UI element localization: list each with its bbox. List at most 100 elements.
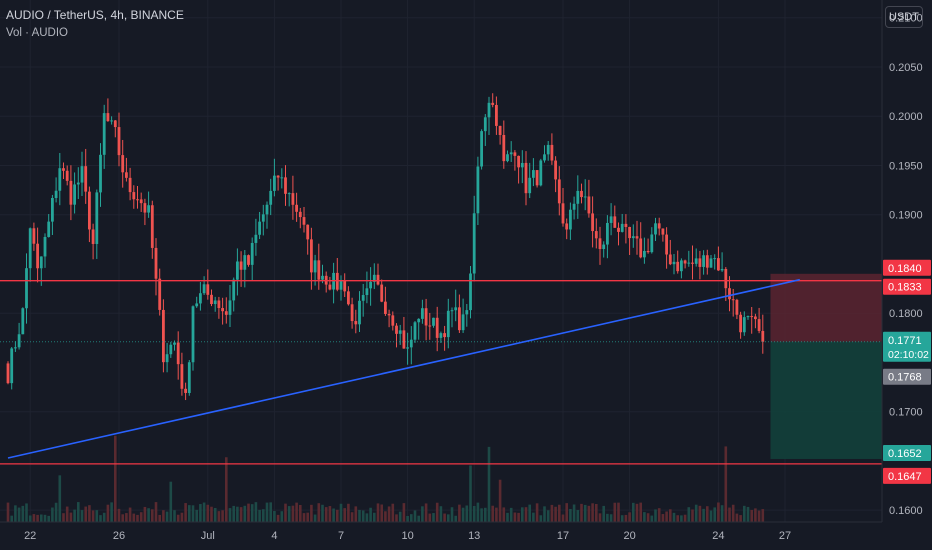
candle-body <box>424 308 428 326</box>
volume-bar <box>302 513 306 522</box>
candle-body <box>709 258 713 268</box>
volume-bar <box>665 511 668 522</box>
volume-bar <box>84 506 87 522</box>
volume-bar <box>458 504 461 522</box>
volume-bar <box>435 502 439 522</box>
volume-bar <box>354 506 358 522</box>
candle-body <box>80 166 84 183</box>
volume-bar <box>676 515 679 522</box>
volume-bar <box>280 511 284 522</box>
volume-bar <box>561 514 565 522</box>
volume-bar <box>524 507 528 522</box>
volume-bar <box>406 515 409 522</box>
candle-body <box>258 221 261 235</box>
volume-bar <box>395 514 398 522</box>
volume-bar <box>387 506 391 522</box>
volume-bar <box>373 512 376 522</box>
candle-body <box>624 223 628 227</box>
volume-bar <box>132 513 136 522</box>
candle-body <box>158 278 162 310</box>
candle-body <box>661 228 665 235</box>
volume-bar <box>550 504 554 522</box>
volume-bar <box>191 505 195 522</box>
candle-body <box>391 315 395 326</box>
volume-bar <box>151 509 154 522</box>
candle-body <box>95 192 99 244</box>
volume-bar <box>158 514 161 522</box>
candle-body <box>169 344 173 355</box>
candle-body <box>458 307 461 331</box>
volume-bar <box>306 512 309 522</box>
candle-body <box>387 313 391 316</box>
volume-bar <box>180 512 184 522</box>
candle-body <box>731 299 735 301</box>
candle-body <box>162 309 165 363</box>
volume-bar <box>539 515 543 522</box>
candle-body <box>694 258 698 264</box>
volume-bar <box>461 507 465 522</box>
candle-body <box>350 304 354 322</box>
candle-body <box>565 223 569 230</box>
candle-body <box>354 321 358 325</box>
volume-bar <box>10 515 13 522</box>
volume-bar <box>417 515 420 522</box>
candle-body <box>742 317 746 333</box>
volume-bar <box>546 510 550 522</box>
candle-body <box>54 190 58 198</box>
volume-bar <box>254 502 258 522</box>
candle-body <box>613 216 617 228</box>
volume-bar <box>21 505 25 522</box>
candle-body <box>143 203 147 213</box>
candle-body <box>47 221 51 237</box>
volume-bar <box>447 514 450 522</box>
volume-bar <box>51 507 54 522</box>
volume-bar <box>639 502 642 522</box>
candle-body <box>313 260 317 273</box>
volume-bar <box>80 510 84 522</box>
volume-bar <box>650 515 654 522</box>
volume-bar <box>121 514 124 522</box>
candle-body <box>176 342 180 365</box>
candle-body <box>69 180 73 205</box>
volume-bar <box>424 503 428 522</box>
price-tick-label: 0.1700 <box>889 407 923 419</box>
candles <box>6 93 765 401</box>
volume-bar <box>450 507 454 522</box>
price-label-text: 0.1840 <box>888 263 922 275</box>
volume-bar <box>632 502 635 522</box>
candle-body <box>273 175 276 191</box>
candle-body <box>735 299 739 315</box>
volume-bar <box>613 502 617 522</box>
volume-bar <box>347 503 350 522</box>
volume-bar <box>169 481 173 522</box>
candle-body <box>73 184 76 205</box>
candle-body <box>409 339 413 348</box>
candle-body <box>17 334 21 348</box>
currency-button[interactable]: USDT <box>885 6 923 28</box>
time-tick-label: 4 <box>271 530 277 542</box>
volume-bar <box>184 503 187 522</box>
candle-body <box>680 260 683 272</box>
volume-bar <box>176 514 180 522</box>
volume-bar <box>465 505 469 522</box>
candle-body <box>58 168 62 191</box>
volume-bar <box>317 503 321 522</box>
volume-bar <box>343 508 346 522</box>
grid-lines <box>0 0 882 522</box>
volume-bar <box>735 513 739 522</box>
volume-bar <box>731 504 735 522</box>
time-tick-label: 26 <box>113 530 125 542</box>
candle-body <box>724 268 728 289</box>
volume-bar <box>265 502 269 522</box>
candle-body <box>698 258 702 267</box>
candle-body <box>402 330 406 349</box>
candle-body <box>668 254 672 265</box>
candle-body <box>291 193 295 205</box>
volume-bar <box>154 502 158 522</box>
volume-bar <box>36 514 39 522</box>
candle-body <box>683 260 687 264</box>
take-profit-zone <box>770 341 882 459</box>
candle-body <box>491 102 495 105</box>
